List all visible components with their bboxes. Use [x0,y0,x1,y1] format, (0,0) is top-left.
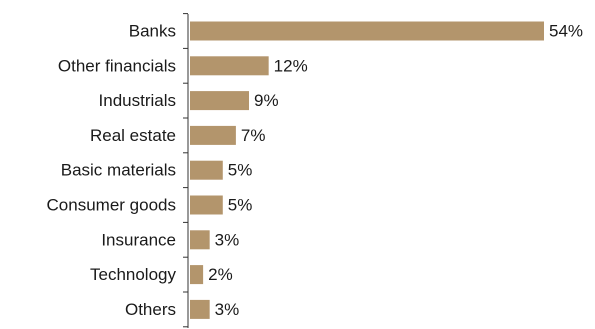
category-label: Consumer goods [47,196,176,215]
category-label: Industrials [99,91,176,110]
value-label: 7% [241,126,266,145]
bar [190,91,249,111]
value-label: 12% [274,56,308,75]
value-label: 2% [208,265,233,284]
bar [190,265,204,285]
bar [190,56,269,76]
bar [190,299,210,319]
bar [190,195,223,215]
bar [190,160,223,180]
bars-layer [190,21,544,319]
bar [190,230,210,250]
category-label: Technology [90,265,177,284]
category-label: Others [125,300,176,319]
value-label: 54% [549,22,583,41]
category-label: Basic materials [61,161,176,180]
bar [190,125,236,145]
value-label: 3% [215,300,240,319]
ticks-layer [183,13,188,328]
category-labels: Banks Other financials Industrials Real est… [47,22,177,319]
value-label: 9% [254,91,279,110]
value-labels: 54% 12% 9% 7% 5% 5% 3% 2% 3% [208,22,583,319]
bar [190,21,544,41]
value-label: 5% [228,196,253,215]
category-label: Real estate [90,126,176,145]
value-label: 3% [215,230,240,249]
category-label: Banks [129,22,176,41]
category-label: Insurance [101,230,176,249]
value-label: 5% [228,161,253,180]
category-label: Other financials [58,56,176,75]
